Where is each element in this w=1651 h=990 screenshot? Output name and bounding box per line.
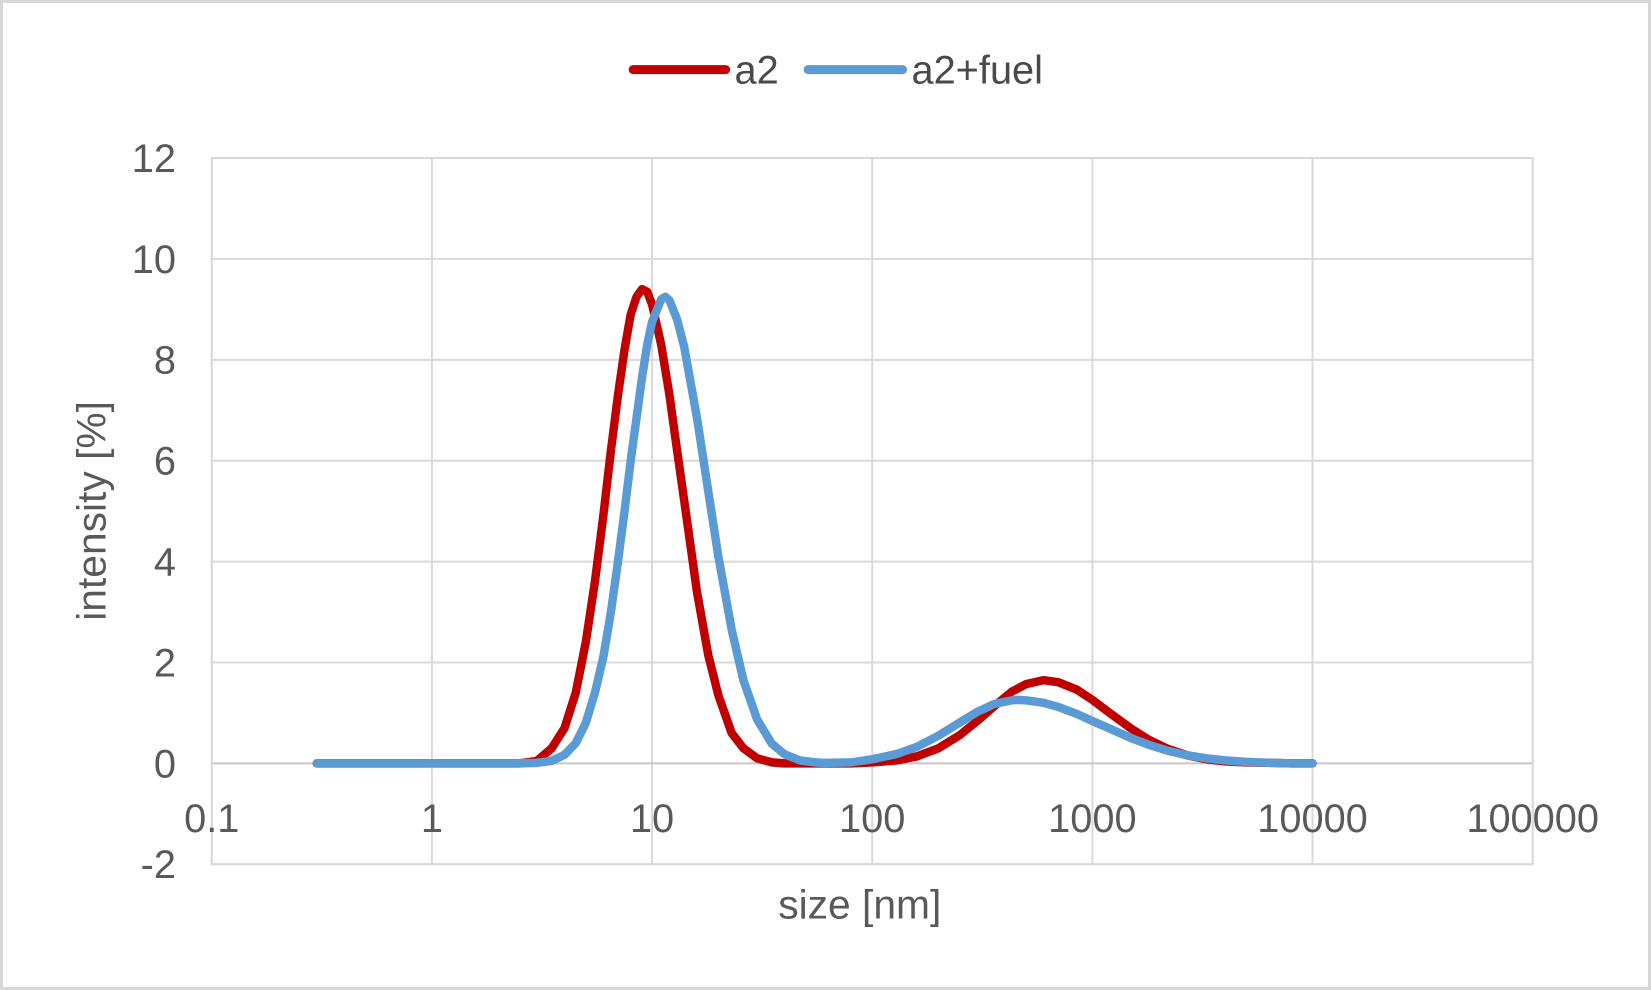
y-tick-label: 12 [132, 137, 176, 181]
x-tick-label: 100000 [1466, 797, 1599, 841]
x-tick-label: 100 [839, 797, 905, 841]
legend-label-a2-fuel: a2+fuel [911, 49, 1043, 93]
legend-label-a2: a2 [735, 49, 779, 93]
y-tick-label: -2 [141, 843, 176, 887]
legend: a2 a2+fuel [628, 49, 1043, 93]
series-line-a2 [312, 284, 1317, 768]
y-tick-label: 4 [154, 541, 176, 585]
x-axis-title: size [nm] [778, 881, 941, 927]
x-tick-label: 10 [630, 797, 674, 841]
chart-svg: 0.1 1 10 100 1000 10000 100000 12 10 8 6 4 2 0 -2 a2 a… [68, 49, 1599, 928]
series-lines [312, 284, 1317, 768]
x-tick-label: 10000 [1257, 797, 1368, 841]
y-axis-title: intensity [%] [68, 401, 114, 621]
y-tick-label: 8 [154, 339, 176, 383]
y-tick-label: 2 [154, 641, 176, 685]
x-tick-label: 1000 [1048, 797, 1136, 841]
plot-border [210, 157, 1534, 866]
x-tick-label: 1 [421, 797, 443, 841]
y-tick-label: 0 [154, 742, 176, 786]
x-tick-label: 0.1 [184, 797, 239, 841]
y-tick-label: 10 [132, 238, 176, 282]
axis-tick-labels: 0.1 1 10 100 1000 10000 100000 12 10 8 6 4 2 0 -2 [132, 137, 1599, 887]
series-line-a2+fuel [312, 292, 1317, 768]
y-tick-label: 6 [154, 440, 176, 484]
